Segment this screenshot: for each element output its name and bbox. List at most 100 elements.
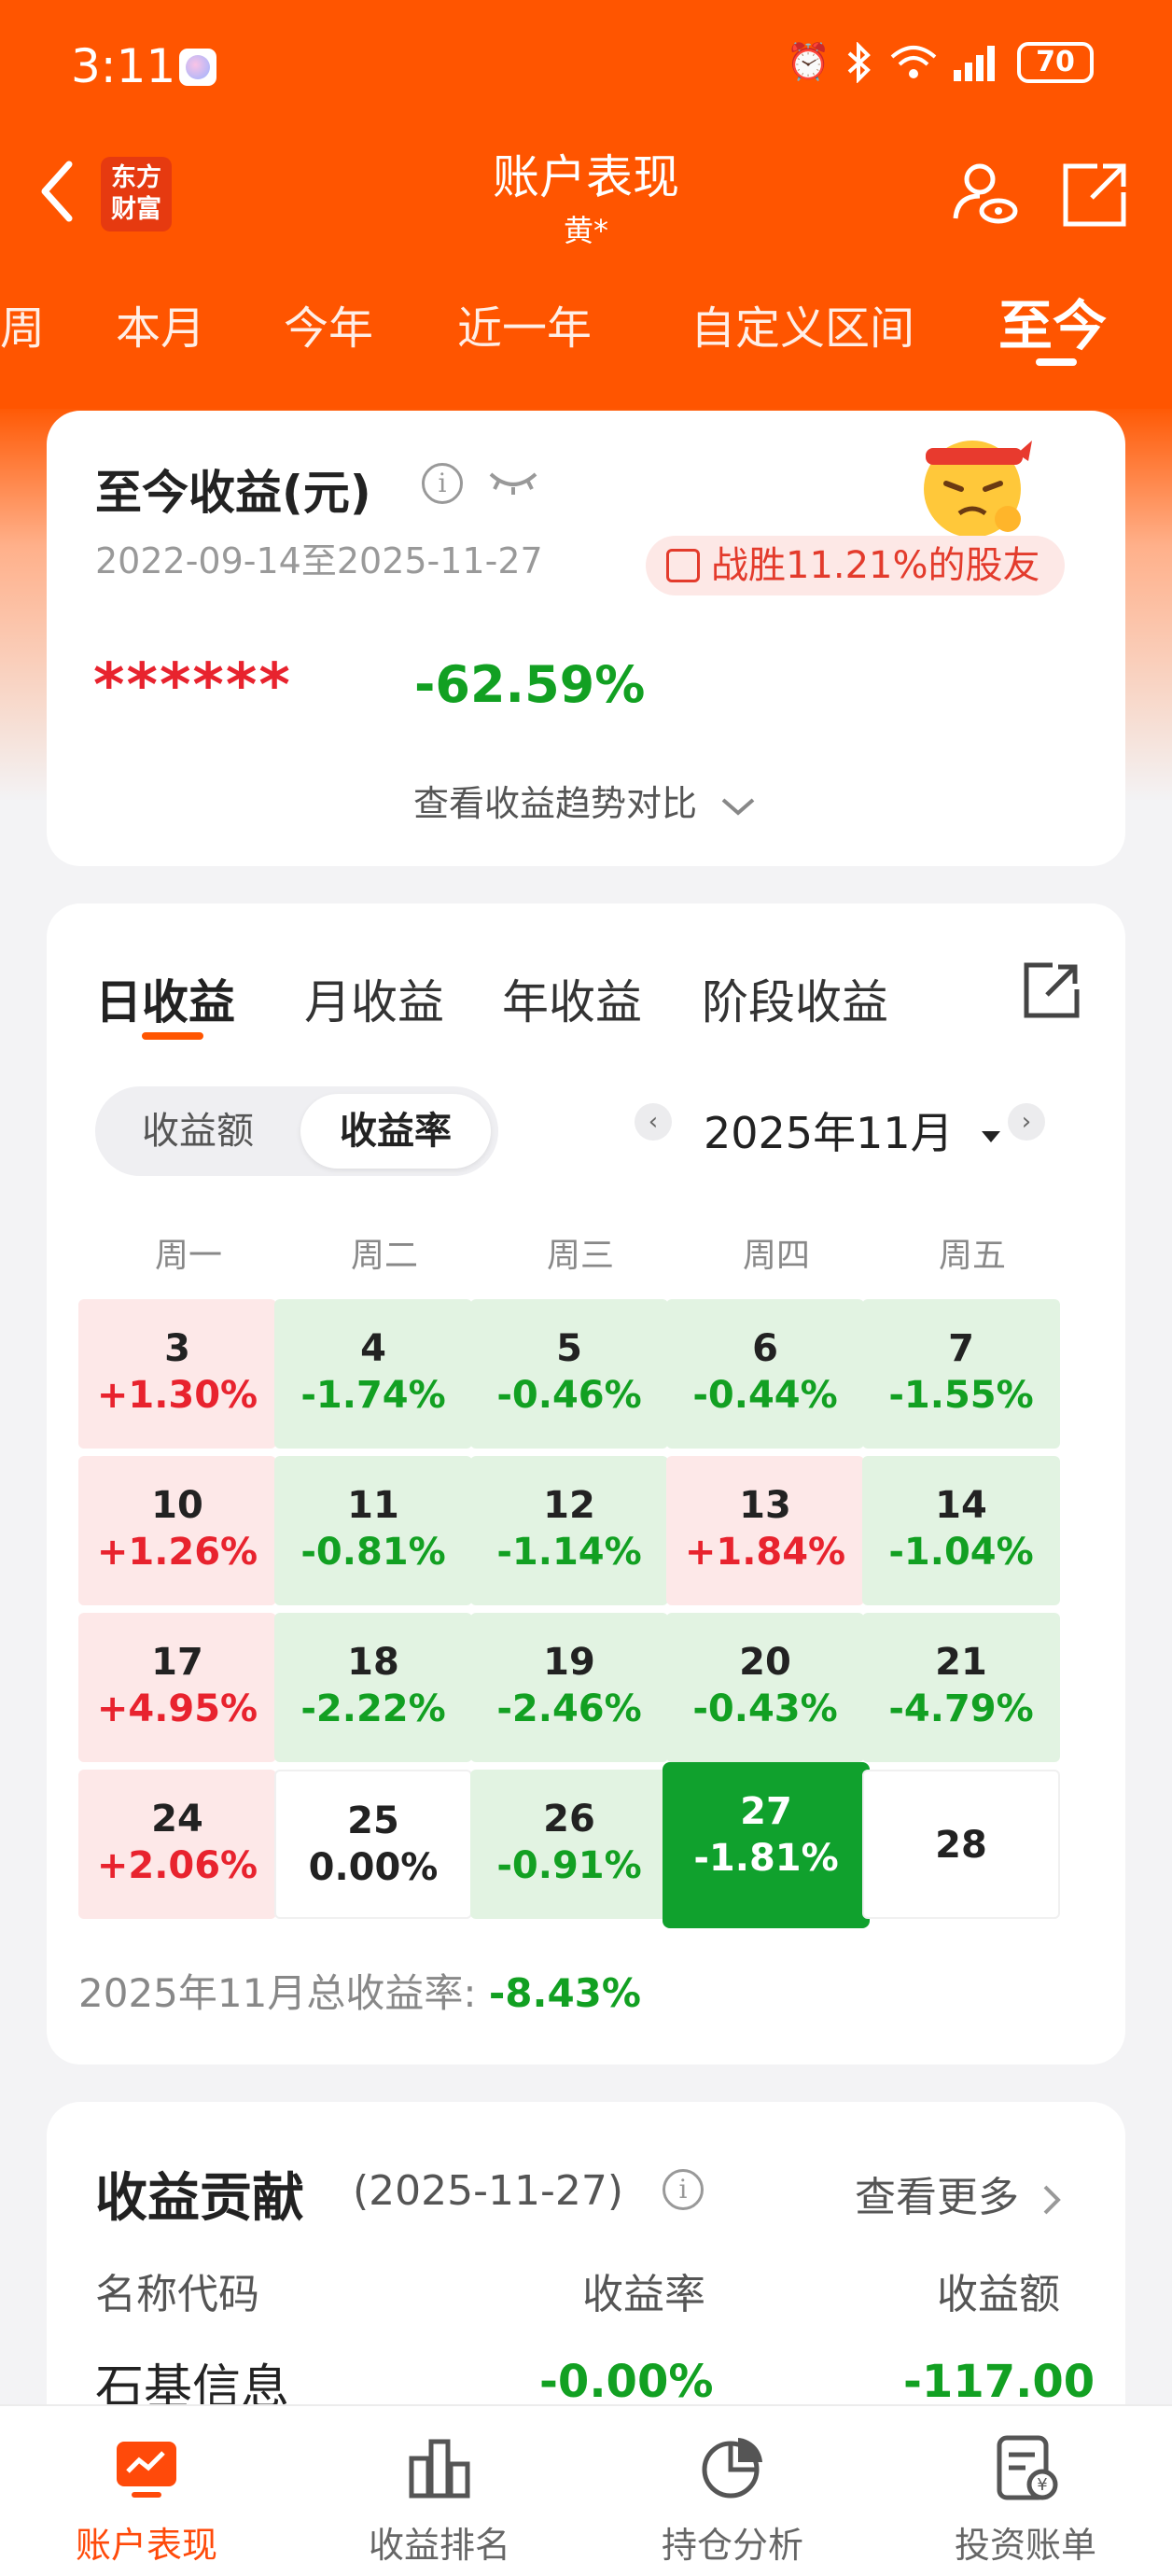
month-total-value: -8.43% bbox=[488, 1970, 641, 2016]
info-icon[interactable]: i bbox=[663, 2169, 704, 2210]
calendar-day-cell[interactable]: 24 +2.06% bbox=[78, 1770, 276, 1919]
toggle-amount[interactable]: 收益额 bbox=[142, 1110, 254, 1153]
holding-amount: -117.00 bbox=[903, 2356, 1095, 2408]
calendar-day-cell[interactable]: 17 +4.95% bbox=[78, 1613, 276, 1762]
calendar-day-number: 28 bbox=[935, 1824, 987, 1867]
eye-closed-icon[interactable] bbox=[485, 463, 541, 500]
info-icon[interactable]: i bbox=[422, 463, 463, 504]
bill-icon: ¥ bbox=[997, 2435, 1058, 2500]
calendar-day-cell[interactable]: 6 -0.44% bbox=[666, 1299, 864, 1449]
toggle-rate[interactable]: 收益率 bbox=[300, 1094, 491, 1169]
calendar-day-cell[interactable]: 20 -0.43% bbox=[666, 1613, 864, 1762]
calendar-day-cell[interactable]: 10 +1.26% bbox=[78, 1456, 276, 1605]
calendar-day-return: -0.91% bbox=[496, 1844, 642, 1887]
share-icon[interactable] bbox=[1021, 959, 1082, 1021]
pie-chart-icon bbox=[702, 2438, 762, 2499]
calendar-day-number: 27 bbox=[740, 1790, 792, 1833]
calendar-day-number: 6 bbox=[752, 1327, 778, 1370]
alarm-icon: ⏰ bbox=[786, 41, 830, 82]
chevron-right-icon bbox=[1043, 2185, 1061, 2215]
weekday-thu: 周四 bbox=[742, 1237, 810, 1275]
calendar-day-return: -1.55% bbox=[888, 1374, 1034, 1417]
logo-line-2: 财富 bbox=[111, 195, 161, 224]
tab-period-returns[interactable]: 阶段收益 bbox=[702, 975, 888, 1029]
summary-card: 至今收益(元) i 2022-09-14至2025-11-27 战胜11.21%… bbox=[47, 411, 1125, 866]
calendar-day-cell[interactable]: 13 +1.84% bbox=[666, 1456, 864, 1605]
col-return-amount: 收益额 bbox=[937, 2271, 1060, 2318]
returns-card: 日收益 月收益 年收益 阶段收益 收益额 收益率 ‹ 2025年11月 › 周一… bbox=[47, 903, 1125, 2065]
calendar-day-return: -1.74% bbox=[300, 1374, 446, 1417]
calendar-day-number: 19 bbox=[543, 1641, 595, 1684]
calendar-day-cell[interactable]: 7 -1.55% bbox=[862, 1299, 1060, 1449]
hidden-amount: ****** bbox=[93, 651, 292, 721]
calendar-day-cell[interactable]: 12 -1.14% bbox=[470, 1456, 668, 1605]
calendar-day-cell[interactable]: 25 0.00% bbox=[274, 1770, 472, 1919]
contribution-title: 收益贡献 bbox=[95, 2168, 304, 2229]
calendar-day-return: -1.81% bbox=[693, 1837, 839, 1880]
nav-investment-bill[interactable]: ¥ 投资账单 bbox=[879, 2406, 1172, 2576]
tab-yearly-returns[interactable]: 年收益 bbox=[502, 975, 642, 1029]
chevron-down-icon bbox=[721, 797, 755, 816]
calendar-day-number: 25 bbox=[347, 1799, 399, 1842]
bottom-navigation: 账户表现 收益排名 持仓分析 ¥ 投资账单 bbox=[0, 2404, 1172, 2576]
tab-custom-range[interactable]: 自定义区间 bbox=[691, 302, 915, 355]
tab-week[interactable]: 周 bbox=[0, 302, 46, 355]
bar-chart-icon bbox=[409, 2439, 470, 2499]
nav-return-ranking[interactable]: 收益排名 bbox=[293, 2406, 586, 2576]
calendar-day-cell[interactable]: 27 -1.81% bbox=[663, 1762, 870, 1928]
nav-position-analysis[interactable]: 持仓分析 bbox=[586, 2406, 879, 2576]
user-view-icon[interactable] bbox=[950, 159, 1021, 230]
holding-rate: -0.00% bbox=[539, 2356, 714, 2408]
status-icons: ⏰ 70 bbox=[787, 41, 1094, 83]
calendar-day-return: -0.81% bbox=[300, 1531, 446, 1574]
beat-peers-badge[interactable]: 战胜11.21%的股友 bbox=[646, 536, 1065, 595]
tab-last-year[interactable]: 近一年 bbox=[457, 302, 593, 355]
calendar-day-return: -0.46% bbox=[496, 1374, 642, 1417]
calendar-day-return: -0.43% bbox=[692, 1687, 838, 1730]
calendar-day-number: 24 bbox=[151, 1798, 203, 1841]
next-month-button[interactable]: › bbox=[1008, 1103, 1045, 1141]
date-range: 2022-09-14至2025-11-27 bbox=[95, 540, 543, 581]
calendar-day-number: 18 bbox=[347, 1641, 399, 1684]
total-return-pct: -62.59% bbox=[414, 655, 646, 714]
mascot-icon bbox=[924, 441, 1032, 538]
calendar-day-cell[interactable]: 11 -0.81% bbox=[274, 1456, 472, 1605]
returns-tab-indicator bbox=[142, 1032, 203, 1040]
calendar-day-cell[interactable]: 14 -1.04% bbox=[862, 1456, 1060, 1605]
view-more-link[interactable]: 查看更多 bbox=[855, 2163, 1066, 2223]
calendar-day-return: -1.14% bbox=[496, 1531, 642, 1574]
back-arrow-icon[interactable] bbox=[37, 159, 78, 224]
nav-label: 投资账单 bbox=[954, 2525, 1096, 2566]
calendar-day-return: +1.26% bbox=[96, 1531, 258, 1574]
battery-indicator: 70 bbox=[1017, 41, 1094, 83]
calendar-day-number: 12 bbox=[543, 1484, 595, 1527]
active-tab-indicator bbox=[1036, 358, 1077, 366]
tab-monthly-returns[interactable]: 月收益 bbox=[304, 975, 444, 1029]
bluetooth-icon bbox=[847, 41, 871, 83]
prev-month-button[interactable]: ‹ bbox=[635, 1103, 672, 1141]
month-selector[interactable]: 2025年11月 bbox=[704, 1099, 1004, 1161]
nav-label: 收益排名 bbox=[368, 2525, 510, 2566]
share-icon[interactable] bbox=[1060, 159, 1131, 230]
tab-daily-returns[interactable]: 日收益 bbox=[95, 975, 235, 1029]
calendar-day-cell[interactable]: 3 +1.30% bbox=[78, 1299, 276, 1449]
chart-line-icon bbox=[117, 2442, 176, 2498]
calendar-day-cell[interactable]: 28 bbox=[862, 1770, 1060, 1919]
tab-to-date[interactable]: 至今 bbox=[998, 294, 1108, 357]
calendar-day-cell[interactable]: 19 -2.46% bbox=[470, 1613, 668, 1762]
status-time: 3:11 bbox=[71, 39, 176, 93]
calendar-day-cell[interactable]: 21 -4.79% bbox=[862, 1613, 1060, 1762]
tab-this-month[interactable]: 本月 bbox=[116, 302, 206, 355]
month-total-label: 2025年11月总收益率: bbox=[78, 1970, 489, 2016]
calendar-day-cell[interactable]: 26 -0.91% bbox=[470, 1770, 668, 1919]
calendar-day-cell[interactable]: 5 -0.46% bbox=[470, 1299, 668, 1449]
svg-text:¥: ¥ bbox=[1037, 2475, 1047, 2495]
calendar-day-cell[interactable]: 18 -2.22% bbox=[274, 1613, 472, 1762]
trend-compare-link[interactable]: 查看收益趋势对比 bbox=[47, 775, 1125, 826]
month-label: 2025年11月 bbox=[704, 1108, 954, 1158]
nav-account-performance[interactable]: 账户表现 bbox=[0, 2406, 293, 2576]
tab-this-year[interactable]: 今年 bbox=[284, 302, 374, 355]
calendar-day-cell[interactable]: 4 -1.74% bbox=[274, 1299, 472, 1449]
eastmoney-logo: 东方 财富 bbox=[101, 157, 172, 231]
calendar-day-number: 4 bbox=[360, 1327, 386, 1370]
